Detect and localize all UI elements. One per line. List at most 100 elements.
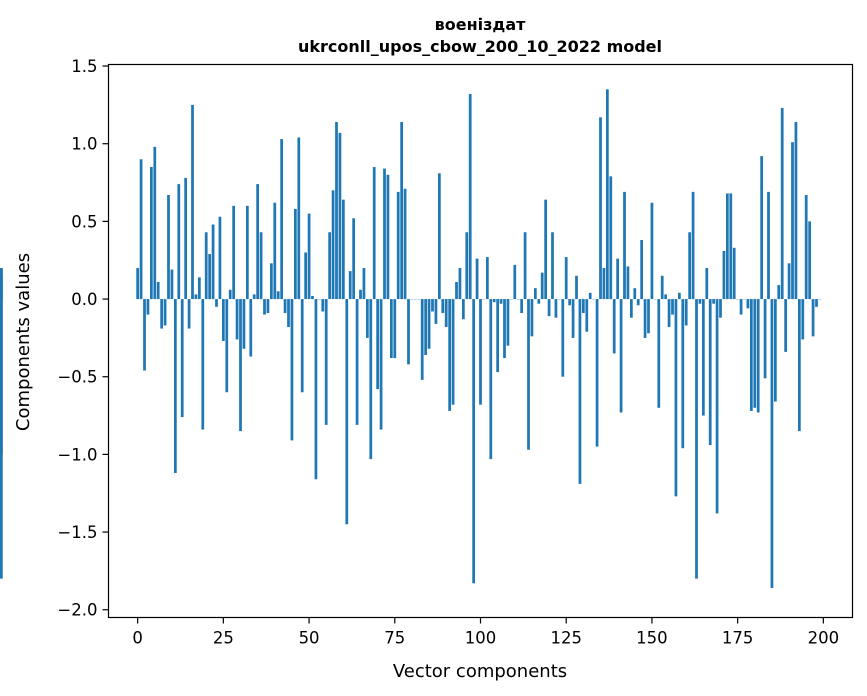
bar-189	[784, 299, 788, 352]
bar-197	[811, 299, 815, 337]
bar-45	[290, 299, 294, 441]
bar-143	[626, 266, 630, 300]
bar-66	[362, 267, 366, 300]
y-tick-label: −0.5	[57, 368, 97, 387]
bar-16	[191, 104, 194, 300]
bar-170	[719, 299, 722, 318]
bar-68	[369, 299, 373, 460]
bar-1	[139, 159, 143, 300]
bar-35	[256, 184, 260, 300]
bar-130	[581, 299, 585, 314]
bar-178	[746, 299, 750, 309]
bar-188	[780, 107, 784, 300]
bar-145	[633, 288, 637, 300]
bar-5	[153, 146, 157, 300]
bar-28	[232, 205, 236, 300]
bar-116	[533, 288, 537, 300]
y-tick-label: −1.0	[57, 445, 97, 464]
x-tick-label: 175	[722, 629, 754, 648]
bar-146	[636, 299, 640, 306]
bar-55	[324, 299, 328, 425]
bar-125	[564, 257, 568, 300]
bar-198	[815, 299, 818, 307]
bar-144	[629, 299, 633, 318]
bar-173	[729, 193, 733, 300]
bar-187	[777, 285, 781, 300]
bar-42	[280, 139, 284, 300]
bar-70	[376, 299, 380, 390]
bar-108	[506, 299, 510, 346]
bar-190	[787, 263, 791, 300]
bar-157	[674, 299, 678, 497]
bar-25	[221, 299, 225, 341]
bar-120	[547, 299, 551, 317]
y-tick-label: 1.0	[71, 135, 97, 154]
bar-154	[664, 294, 668, 300]
y-tick-label: 0.0	[71, 290, 97, 309]
x-axis-ticks: 0 25 50 75 100 125 150 175 200	[132, 617, 839, 648]
bar-139	[612, 299, 616, 354]
x-tick-label: 125	[550, 629, 582, 648]
bar-77	[400, 121, 404, 300]
bar-184	[767, 191, 770, 300]
bar-72	[383, 168, 386, 300]
bar-192	[794, 121, 798, 300]
bar-161	[688, 232, 692, 300]
bar-84	[424, 299, 428, 355]
bar-159	[681, 299, 685, 449]
bar-59	[338, 132, 342, 300]
bar-74	[389, 299, 393, 359]
bar-185	[770, 299, 774, 588]
bar-15	[187, 299, 191, 329]
bar-107	[503, 299, 506, 359]
bar-113	[523, 232, 527, 300]
bar-168	[712, 299, 716, 304]
bar-14	[184, 177, 188, 300]
bar-97	[468, 94, 472, 300]
bar-8	[163, 299, 167, 326]
bar-48	[300, 299, 304, 393]
x-tick-label: 75	[384, 629, 405, 648]
bar-0	[136, 267, 140, 300]
y-tick-label: −2.0	[57, 601, 97, 620]
bar-29	[235, 299, 239, 340]
bar-92	[451, 299, 455, 405]
bar-124	[561, 299, 565, 377]
bar-174	[732, 247, 736, 300]
bar-40	[273, 202, 277, 300]
bar-121	[551, 232, 554, 300]
bar-56	[328, 232, 332, 300]
bar-160	[684, 299, 688, 326]
x-tick-label: 100	[465, 629, 497, 648]
bar-114	[527, 299, 530, 450]
bars-layer	[0, 89, 822, 588]
bar-50	[307, 213, 311, 300]
bar-41	[276, 291, 280, 300]
bar-75	[393, 299, 397, 359]
bar-140	[616, 258, 620, 300]
bar-85	[427, 299, 431, 349]
bar-136	[602, 267, 606, 300]
bar-90	[444, 299, 448, 328]
bar-128	[575, 275, 578, 300]
bar-83	[420, 299, 424, 380]
x-tick-label: 25	[213, 629, 234, 648]
bar-91	[448, 299, 452, 411]
bar-115	[530, 299, 534, 337]
bar-105	[496, 299, 500, 373]
bar-163	[695, 299, 698, 579]
bar-47	[297, 137, 301, 300]
bar-135	[599, 117, 602, 300]
bar-191	[791, 142, 794, 300]
y-axis-ticks: 1.5 1.0 0.5 0.0 −0.5 −1.0 −1.5 −2.0	[57, 57, 109, 620]
bar-71	[379, 299, 383, 430]
bar-79	[407, 299, 410, 365]
bar-152	[657, 299, 661, 408]
bar-32	[245, 205, 249, 300]
bar-88	[437, 173, 441, 300]
bar-153	[660, 275, 664, 300]
bar-11	[173, 299, 177, 474]
bar-18	[197, 277, 201, 300]
bar-54	[321, 299, 325, 312]
bar-194	[801, 299, 805, 340]
